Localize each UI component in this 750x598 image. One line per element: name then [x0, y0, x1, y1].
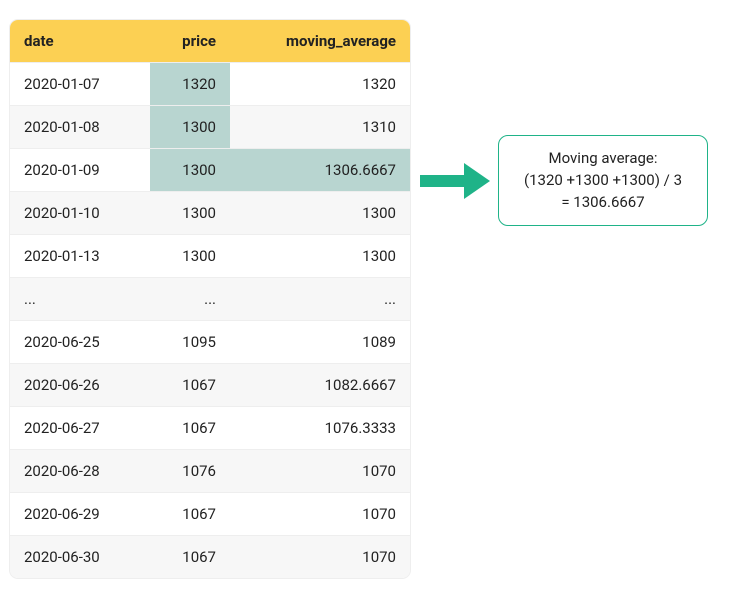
cell-price: 1300 — [150, 191, 230, 234]
table-row: 2020-06-2910671070 — [10, 492, 410, 535]
cell-price: 1320 — [150, 62, 230, 105]
cell-date: 2020-01-10 — [10, 191, 150, 234]
cell-date: 2020-06-26 — [10, 363, 150, 406]
table-row: 2020-06-3010671070 — [10, 535, 410, 578]
cell-avg: 1082.6667 — [230, 363, 410, 406]
cell-avg: 1300 — [230, 191, 410, 234]
table-body: 2020-01-07132013202020-01-08130013102020… — [10, 62, 410, 578]
cell-price: ... — [150, 277, 230, 320]
cell-date: ... — [10, 277, 150, 320]
cell-avg: ... — [230, 277, 410, 320]
cell-date: 2020-06-29 — [10, 492, 150, 535]
table-row: 2020-01-1313001300 — [10, 234, 410, 277]
cell-date: 2020-01-08 — [10, 105, 150, 148]
cell-price: 1300 — [150, 105, 230, 148]
cell-date: 2020-06-27 — [10, 406, 150, 449]
cell-avg: 1076.3333 — [230, 406, 410, 449]
cell-price: 1300 — [150, 148, 230, 191]
cell-date: 2020-01-07 — [10, 62, 150, 105]
table-row: 2020-06-2710671076.3333 — [10, 406, 410, 449]
table-row: 2020-06-2610671082.6667 — [10, 363, 410, 406]
cell-date: 2020-06-30 — [10, 535, 150, 578]
cell-price: 1076 — [150, 449, 230, 492]
table-row: 2020-01-0713201320 — [10, 62, 410, 105]
cell-price: 1067 — [150, 363, 230, 406]
callout-line-1: Moving average: — [517, 148, 689, 170]
cell-price: 1067 — [150, 535, 230, 578]
callout-line-2: (1320 +1300 +1300) / 3 — [517, 170, 689, 192]
table-header-row: date price moving_average — [10, 20, 410, 62]
table-row: 2020-01-1013001300 — [10, 191, 410, 234]
cell-avg: 1310 — [230, 105, 410, 148]
cell-price: 1095 — [150, 320, 230, 363]
cell-avg: 1300 — [230, 234, 410, 277]
cell-date: 2020-06-25 — [10, 320, 150, 363]
cell-price: 1067 — [150, 406, 230, 449]
table-row: 2020-01-0813001310 — [10, 105, 410, 148]
cell-price: 1067 — [150, 492, 230, 535]
cell-avg: 1070 — [230, 492, 410, 535]
cell-avg: 1070 — [230, 535, 410, 578]
table-row: ......... — [10, 277, 410, 320]
col-header-price: price — [150, 20, 230, 62]
cell-date: 2020-01-13 — [10, 234, 150, 277]
arrow-right-icon — [420, 161, 490, 201]
table-row: 2020-06-2510951089 — [10, 320, 410, 363]
cell-date: 2020-06-28 — [10, 449, 150, 492]
cell-avg: 1070 — [230, 449, 410, 492]
cell-date: 2020-01-09 — [10, 148, 150, 191]
cell-avg: 1306.6667 — [230, 148, 410, 191]
callout-box: Moving average: (1320 +1300 +1300) / 3 =… — [498, 135, 708, 226]
table-row: 2020-06-2810761070 — [10, 449, 410, 492]
cell-avg: 1320 — [230, 62, 410, 105]
cell-avg: 1089 — [230, 320, 410, 363]
moving-average-table: date price moving_average 2020-01-071320… — [10, 20, 410, 578]
col-header-avg: moving_average — [230, 20, 410, 62]
cell-price: 1300 — [150, 234, 230, 277]
table-row: 2020-01-0913001306.6667 — [10, 148, 410, 191]
callout-line-3: = 1306.6667 — [517, 192, 689, 214]
col-header-date: date — [10, 20, 150, 62]
annotation: Moving average: (1320 +1300 +1300) / 3 =… — [420, 135, 708, 226]
figure-container: date price moving_average 2020-01-071320… — [10, 20, 740, 578]
